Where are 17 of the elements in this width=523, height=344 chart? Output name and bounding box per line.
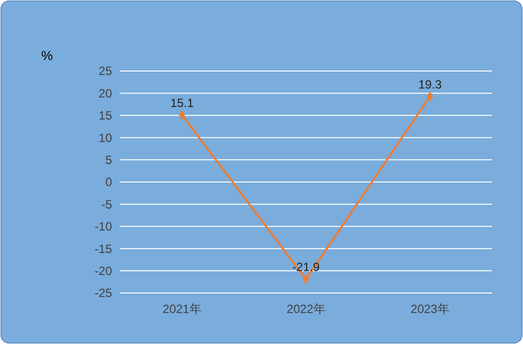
y-tick-label: -20: [94, 264, 112, 278]
y-tick-label: 20: [98, 86, 112, 100]
y-tick-label: -10: [94, 220, 112, 234]
y-tick-label: -25: [94, 286, 112, 300]
y-axis-title: %: [41, 48, 54, 63]
y-tick-label: -15: [94, 242, 112, 256]
y-tick-label: 15: [98, 108, 112, 123]
x-tick-label: 2022年: [286, 302, 326, 316]
y-tick-label: -5: [101, 197, 112, 212]
y-tick-label: 0: [105, 175, 112, 190]
data-label: 19.3: [418, 77, 442, 92]
x-tick-label: 2023年: [410, 302, 450, 316]
y-tick-label: 5: [105, 153, 112, 167]
data-label: 15.1: [170, 96, 194, 110]
x-tick-label: 2021年: [162, 302, 202, 316]
y-tick-label: 25: [98, 64, 112, 78]
y-tick-label: 10: [98, 130, 112, 145]
